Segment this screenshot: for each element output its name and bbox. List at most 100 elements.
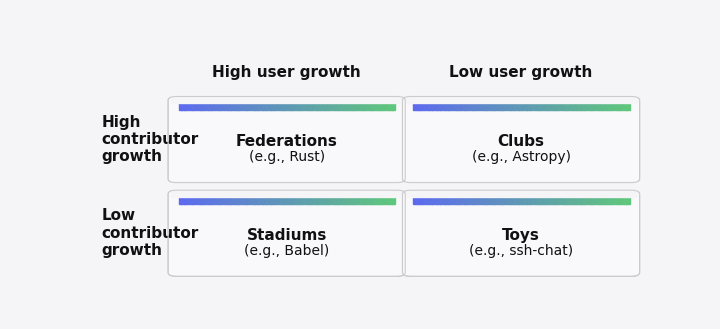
Bar <box>294 194 298 204</box>
Bar <box>435 194 438 204</box>
Bar <box>516 194 519 204</box>
Bar <box>545 100 549 111</box>
Bar <box>338 194 341 204</box>
Bar <box>368 100 371 111</box>
Bar <box>415 194 419 204</box>
Bar <box>626 100 629 111</box>
Bar <box>459 194 462 204</box>
Text: (e.g., Babel): (e.g., Babel) <box>244 243 329 258</box>
Bar <box>440 100 444 111</box>
Bar <box>322 100 325 111</box>
Bar <box>197 194 201 204</box>
Text: High user growth: High user growth <box>212 65 361 80</box>
Bar <box>300 100 303 111</box>
Bar <box>319 100 323 111</box>
Bar <box>591 194 595 204</box>
Bar <box>521 194 524 204</box>
Bar <box>605 194 608 204</box>
Bar <box>518 194 521 204</box>
Bar <box>308 100 312 111</box>
Bar <box>179 194 182 204</box>
Bar <box>370 100 374 111</box>
Text: Federations: Federations <box>235 135 338 149</box>
Bar <box>618 100 621 111</box>
Bar <box>230 100 233 111</box>
Bar <box>348 100 352 111</box>
Bar <box>454 194 456 204</box>
Bar <box>415 100 419 111</box>
Bar <box>529 194 532 204</box>
Bar <box>282 194 284 204</box>
Bar <box>211 100 215 111</box>
Bar <box>491 100 495 111</box>
Bar <box>534 100 538 111</box>
Bar <box>572 100 575 111</box>
Bar <box>418 100 422 111</box>
Bar <box>292 194 295 204</box>
Bar <box>219 100 222 111</box>
Bar <box>346 100 349 111</box>
Bar <box>376 194 379 204</box>
Bar <box>265 100 269 111</box>
Bar <box>373 100 377 111</box>
FancyBboxPatch shape <box>168 190 405 276</box>
Bar <box>279 194 282 204</box>
Bar <box>448 194 451 204</box>
Bar <box>294 100 298 111</box>
Bar <box>548 100 552 111</box>
Bar <box>588 100 592 111</box>
Bar <box>505 100 508 111</box>
Bar <box>271 100 274 111</box>
Bar <box>330 194 333 204</box>
Bar <box>497 194 500 204</box>
Bar <box>610 194 613 204</box>
Bar <box>540 194 543 204</box>
Bar <box>351 194 355 204</box>
Bar <box>626 194 629 204</box>
Bar <box>305 194 309 204</box>
Bar <box>491 194 495 204</box>
Bar <box>451 100 454 111</box>
Bar <box>392 100 395 111</box>
Bar <box>268 194 271 204</box>
Bar <box>284 194 287 204</box>
Bar <box>559 194 562 204</box>
Bar <box>432 194 435 204</box>
Bar <box>381 100 384 111</box>
Bar <box>303 194 306 204</box>
Bar <box>292 100 295 111</box>
Bar <box>567 100 570 111</box>
Bar <box>376 100 379 111</box>
Bar <box>387 194 390 204</box>
Bar <box>586 100 589 111</box>
Bar <box>289 100 292 111</box>
Bar <box>556 194 559 204</box>
Bar <box>437 194 441 204</box>
Bar <box>240 100 244 111</box>
Text: (e.g., Rust): (e.g., Rust) <box>248 150 325 164</box>
Text: Toys: Toys <box>502 228 540 243</box>
Bar <box>435 100 438 111</box>
Bar <box>322 194 325 204</box>
Bar <box>472 100 476 111</box>
Bar <box>200 194 204 204</box>
Bar <box>426 100 430 111</box>
Bar <box>297 100 301 111</box>
Bar <box>564 194 567 204</box>
Bar <box>456 100 459 111</box>
Bar <box>233 100 236 111</box>
Bar <box>543 194 546 204</box>
Bar <box>602 100 606 111</box>
Bar <box>545 194 549 204</box>
Bar <box>336 100 338 111</box>
Bar <box>203 194 206 204</box>
Bar <box>472 194 476 204</box>
Bar <box>357 194 360 204</box>
Bar <box>426 194 430 204</box>
Bar <box>556 100 559 111</box>
Text: Clubs: Clubs <box>498 135 544 149</box>
Bar <box>305 100 309 111</box>
Bar <box>240 194 244 204</box>
Bar <box>486 194 489 204</box>
Bar <box>181 194 184 204</box>
